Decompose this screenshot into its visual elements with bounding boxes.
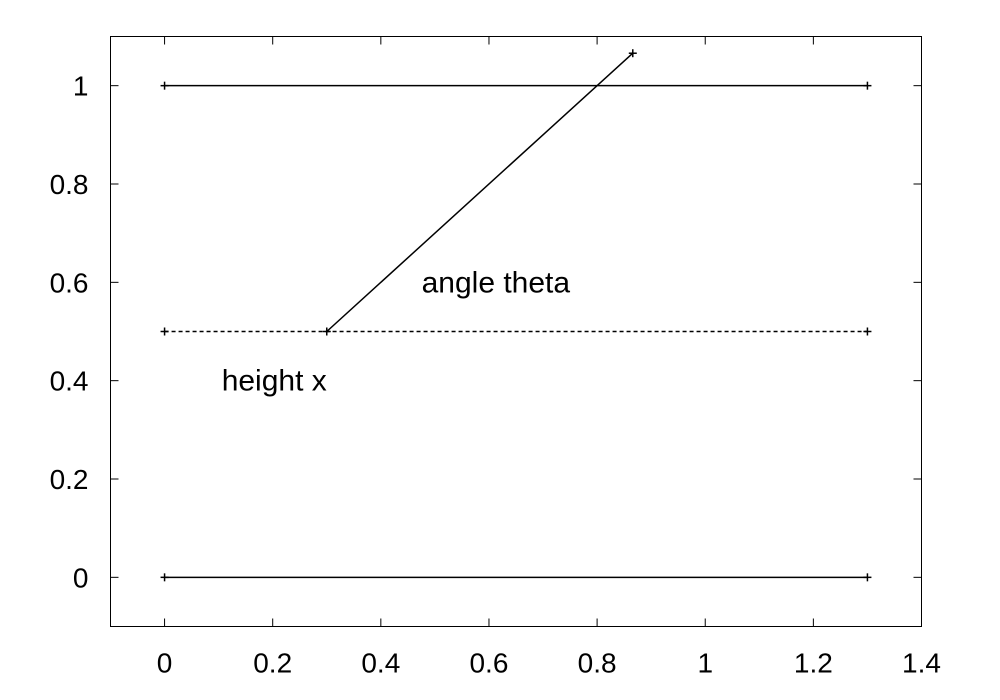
x-tick-label: 1.2 — [794, 648, 833, 679]
y-tick-label: 0.8 — [50, 169, 89, 200]
series-point — [160, 573, 169, 582]
tick-labels: 0 0.2 0.4 0.6 0.8 1 1.2 1.4 0 0.2 0.4 0.6 0.8 1 — [50, 71, 941, 679]
series-point — [160, 327, 169, 336]
series-point — [863, 573, 872, 582]
series-point — [160, 81, 169, 90]
series-layer — [160, 49, 872, 582]
y-tick-label: 1 — [73, 71, 89, 102]
series-1 — [160, 81, 872, 90]
annotation-label: height x — [222, 365, 327, 398]
x-tick-label: 0.2 — [253, 648, 292, 679]
x-tick-label: 1.4 — [902, 648, 941, 679]
series-point — [322, 327, 331, 336]
annotation-layer: angle theta height x — [222, 266, 571, 397]
series-point — [863, 327, 872, 336]
series-point — [628, 49, 637, 58]
annotation-label: angle theta — [422, 266, 571, 299]
x-tick-label: 0 — [157, 648, 173, 679]
x-tick-label: 1 — [697, 648, 713, 679]
y-tick-label: 0.4 — [50, 366, 89, 397]
x-tick-label: 0.8 — [578, 648, 617, 679]
x-tick-label: 0.6 — [469, 648, 508, 679]
plot-frame — [110, 36, 922, 627]
axis-ticks — [110, 36, 922, 627]
y-tick-label: 0.6 — [50, 267, 89, 298]
y-tick-label: 0.2 — [50, 464, 89, 495]
series-0 — [160, 573, 872, 582]
x-tick-label: 0.4 — [361, 648, 400, 679]
series-2 — [160, 327, 872, 336]
series-point — [863, 81, 872, 90]
series-3 — [322, 49, 637, 336]
series-line — [326, 52, 634, 333]
y-tick-label: 0 — [73, 562, 89, 593]
